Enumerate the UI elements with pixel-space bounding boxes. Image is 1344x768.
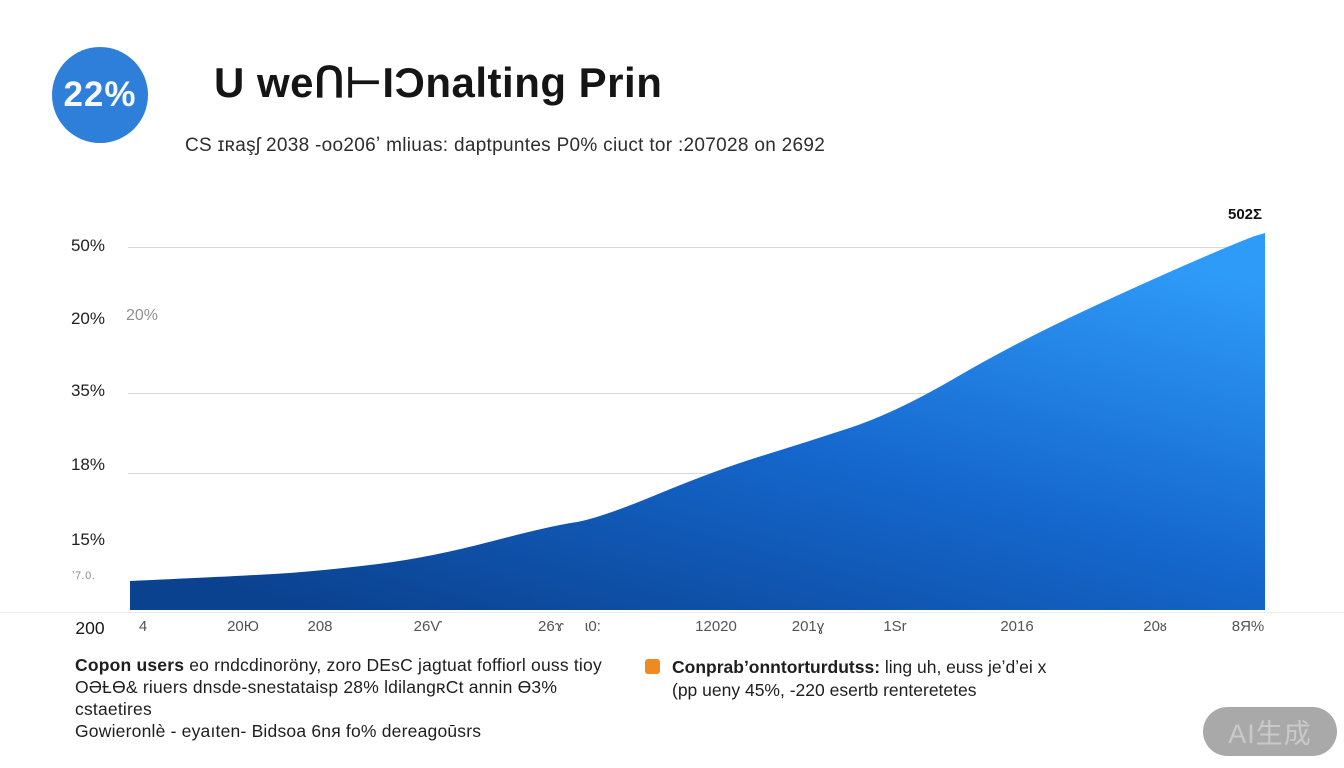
inner-y-label: 20%	[126, 307, 159, 324]
footnote: Copon users eo rndcdinoröny, zoro DEsC j…	[75, 654, 605, 742]
x-tick-label: ɩ0:	[585, 618, 601, 635]
legend: Conprabʼonntorturdutss: ling uh, euss je…	[645, 656, 1046, 702]
x-tick-label: 200	[75, 618, 105, 638]
y-tick-label: 35%	[70, 381, 105, 400]
ai-watermark: AI生成	[1203, 707, 1337, 756]
x-tick-label: 20Ю	[227, 618, 259, 635]
x-tick-label: 12020	[695, 618, 737, 635]
gridline	[128, 247, 1266, 248]
legend-label-rest: ling uh, euss jeʼdʼei x	[880, 657, 1047, 677]
footnote-line-1: Copon users eo rndcdinoröny, zoro DEsC j…	[75, 654, 605, 676]
y-tick-label: 50%	[70, 236, 105, 255]
x-tick-label: 201ɣ	[791, 618, 825, 635]
x-tick-label: 1Sr	[883, 618, 907, 635]
y-tick-label: 20%	[70, 309, 105, 328]
y-tick-label: 18%	[70, 455, 105, 474]
legend-label: Conprabʼonntorturdutss:	[672, 657, 881, 677]
legend-swatch	[645, 659, 660, 674]
footnote-line-1-rest: eo rndcdinoröny, zoro DEsC jagtuat foffi…	[184, 655, 602, 675]
gridline	[128, 473, 1266, 474]
micro-axis-label: ʼ7.0.	[72, 570, 96, 582]
y-tick-label: 15%	[70, 530, 105, 549]
page-title: U weՈ⊢IƆnalting Prin	[214, 59, 663, 106]
x-tick-label: 4	[138, 618, 148, 635]
legend-text: Conprabʼonntorturdutss: ling uh, euss je…	[672, 656, 1046, 702]
footnote-lead: Copon users	[75, 655, 185, 675]
badge-value: 22%	[63, 75, 137, 114]
x-tick-label: 208	[307, 618, 333, 635]
x-tick-label: 26Ѵ	[413, 618, 443, 635]
legend-line-1: Conprabʼonntorturdutss: ling uh, euss je…	[672, 656, 1046, 679]
page-subtitle: CS ɪʀaşʃ 2038 -oo206ʼ mliuas: daptpuntes…	[185, 135, 826, 156]
area-chart	[130, 233, 1265, 610]
x-axis-line	[0, 612, 1344, 613]
x-tick-label: 26ɤ	[538, 618, 564, 635]
footnote-line-2: OƏȽƟ& riuers dnsde-snestataisp 28% ldila…	[75, 677, 558, 719]
footnote-line-3: Gowieronlè - eyaıten- Bidsoa 6nя fo% der…	[75, 721, 482, 741]
x-tick-label: 8Я%	[1231, 618, 1265, 635]
percentage-badge: 22%	[52, 47, 148, 143]
peak-value-label: 502Σ	[1228, 206, 1263, 223]
gridline	[128, 393, 1266, 394]
legend-line-2: (pp ueny 45%, -220 esertb renteretetes	[672, 680, 977, 700]
x-tick-label: 20ᴕ	[1143, 618, 1167, 635]
x-tick-label: 2016	[1000, 618, 1034, 635]
area-series	[130, 233, 1265, 610]
